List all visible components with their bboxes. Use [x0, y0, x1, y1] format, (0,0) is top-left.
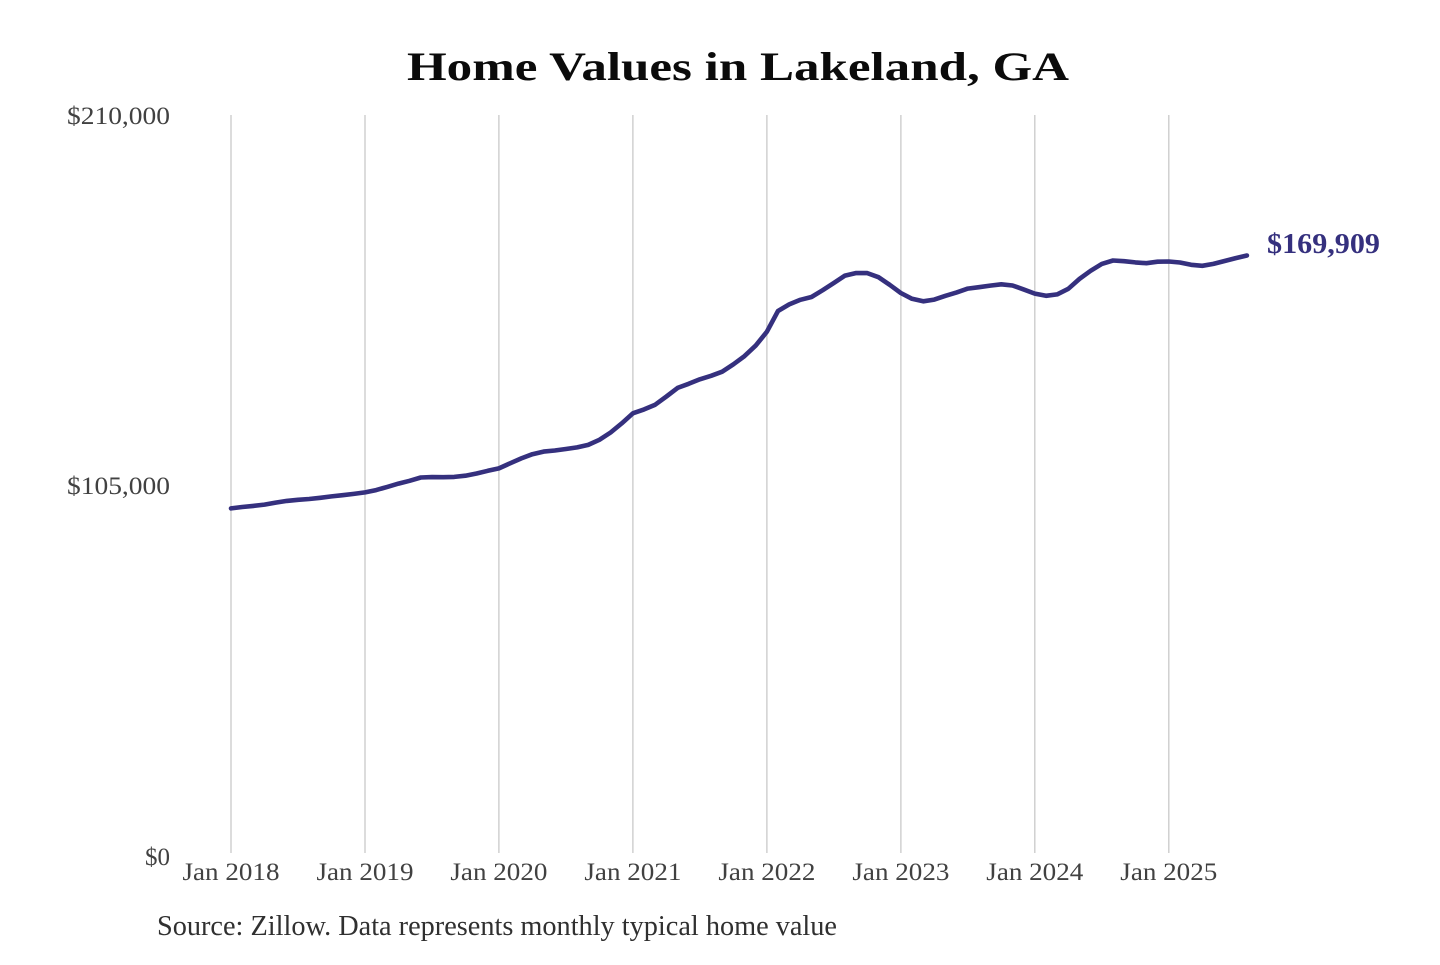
svg-text:$0: $0 [145, 844, 170, 871]
svg-text:Jan 2020: Jan 2020 [450, 859, 547, 886]
svg-text:Jan 2022: Jan 2022 [718, 859, 815, 886]
svg-text:Source: Zillow. Data represent: Source: Zillow. Data represents monthly … [157, 910, 837, 942]
svg-text:Jan 2025: Jan 2025 [1120, 859, 1217, 886]
svg-text:Home Values in Lakeland, GA: Home Values in Lakeland, GA [407, 44, 1069, 89]
svg-text:$210,000: $210,000 [67, 103, 170, 130]
svg-text:Jan 2018: Jan 2018 [183, 859, 280, 886]
svg-text:Jan 2024: Jan 2024 [986, 859, 1084, 886]
svg-text:Jan 2021: Jan 2021 [584, 859, 681, 886]
svg-text:$105,000: $105,000 [67, 473, 170, 500]
svg-text:Jan 2019: Jan 2019 [317, 859, 414, 886]
svg-text:$169,909: $169,909 [1267, 228, 1380, 260]
svg-text:Jan 2023: Jan 2023 [852, 859, 949, 886]
